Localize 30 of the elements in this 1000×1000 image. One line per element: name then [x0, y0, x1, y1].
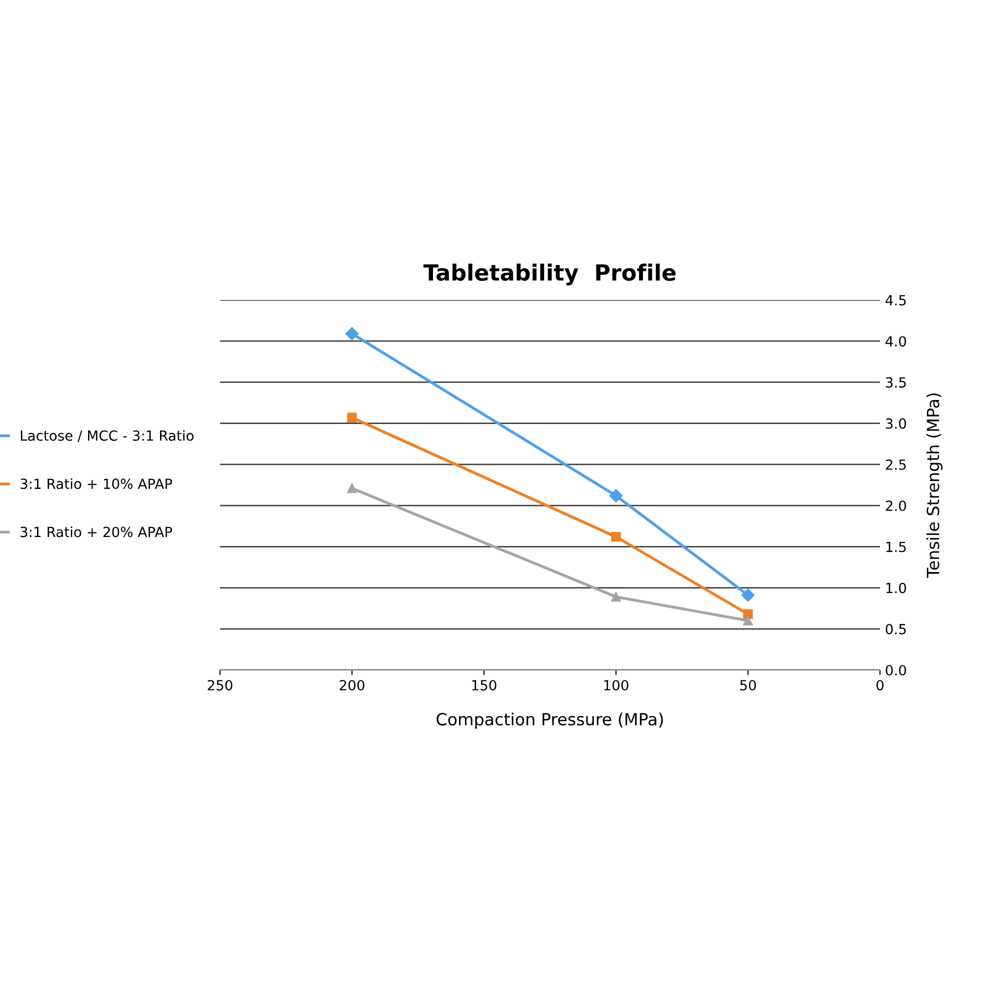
y-tick-label: 3.0	[886, 418, 906, 429]
y-tick-label: 3.5	[886, 377, 906, 388]
x-tick-label: 100	[604, 680, 628, 690]
point	[345, 327, 359, 340]
x-tick-label: 150	[472, 680, 496, 690]
x-tick-label: 250	[208, 680, 232, 690]
point	[741, 588, 755, 602]
y-tick-label: 2.0	[886, 500, 906, 512]
point	[609, 489, 623, 502]
legend-label: Lactose / MCC - 3:1 Ratio	[20, 430, 194, 442]
y-tick-label: 4.5	[886, 295, 906, 306]
legend-label: 3:1 Ratio + 20% APAP	[20, 526, 172, 538]
legend-label: 3:1 Ratio + 10% APAP	[20, 478, 172, 490]
y-tick-label: 2.5	[886, 459, 906, 470]
point	[611, 532, 621, 542]
x-axis-title: Compaction Pressure (MPa)	[436, 712, 663, 729]
x-tick-label: 0	[876, 680, 884, 690]
y-tick-label: 1.5	[886, 542, 906, 552]
x-tick-label: 200	[340, 680, 364, 690]
point	[743, 616, 753, 626]
point	[347, 483, 357, 494]
chart-title: Tabletability Profile	[423, 264, 676, 286]
y-tick-label: 0.5	[886, 624, 906, 634]
y-tick-label: 4.0	[886, 336, 906, 347]
x-tick-label: 50	[740, 680, 756, 690]
y-axis-title: Tensile Strength (MPa)	[926, 393, 943, 578]
point	[611, 592, 621, 602]
y-tick-label: 1.0	[886, 582, 906, 594]
y-tick-label: 0.0	[886, 664, 906, 676]
point	[347, 412, 357, 422]
